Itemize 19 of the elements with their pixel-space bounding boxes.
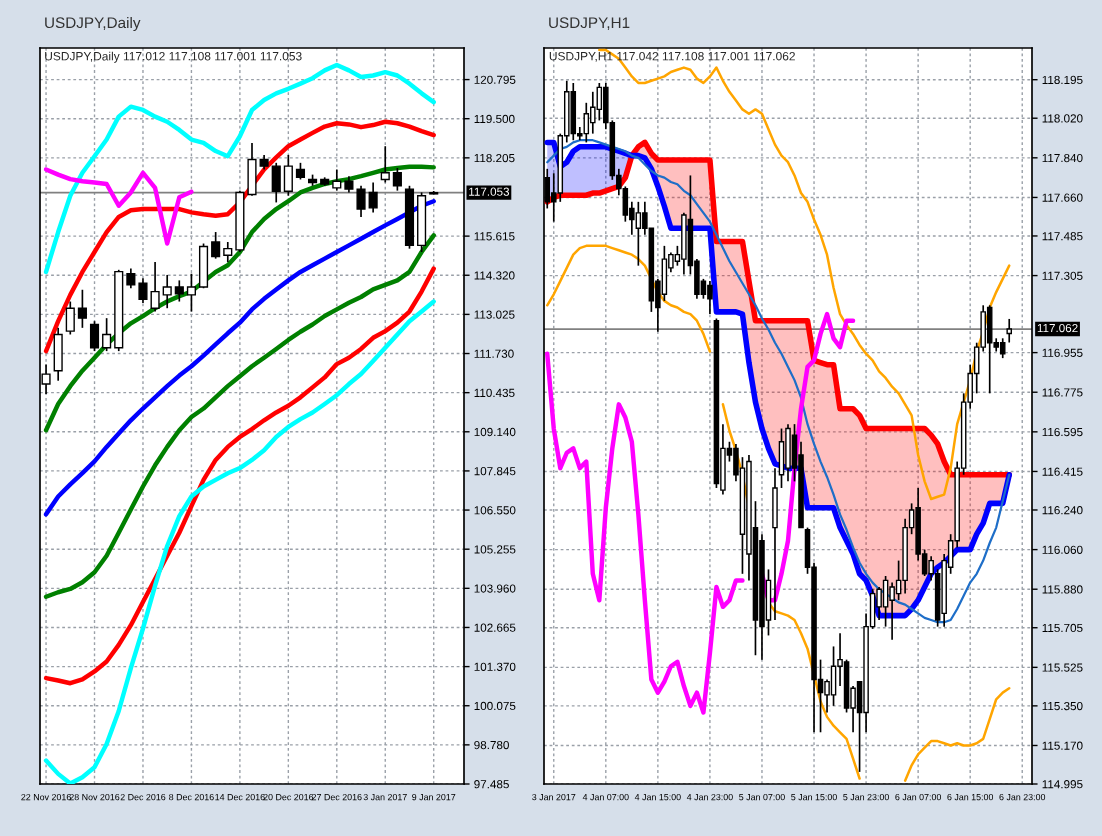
line-series	[43, 198, 436, 517]
line-series	[544, 139, 1013, 478]
candlestick	[635, 201, 642, 267]
line-series	[43, 167, 194, 246]
candlestick	[53, 326, 63, 382]
candlestick	[707, 280, 713, 315]
candlestick	[986, 304, 993, 395]
line-series	[43, 266, 436, 686]
candlestick	[785, 423, 791, 483]
line-series	[43, 233, 436, 600]
line-series	[43, 164, 436, 433]
candlestick	[590, 90, 596, 135]
candlestick	[876, 586, 882, 621]
line-series	[43, 299, 436, 784]
candlestick	[570, 82, 577, 142]
candlestick	[999, 337, 1006, 359]
candlestick	[1006, 318, 1013, 344]
line-series	[43, 119, 436, 354]
line-series	[43, 62, 436, 275]
